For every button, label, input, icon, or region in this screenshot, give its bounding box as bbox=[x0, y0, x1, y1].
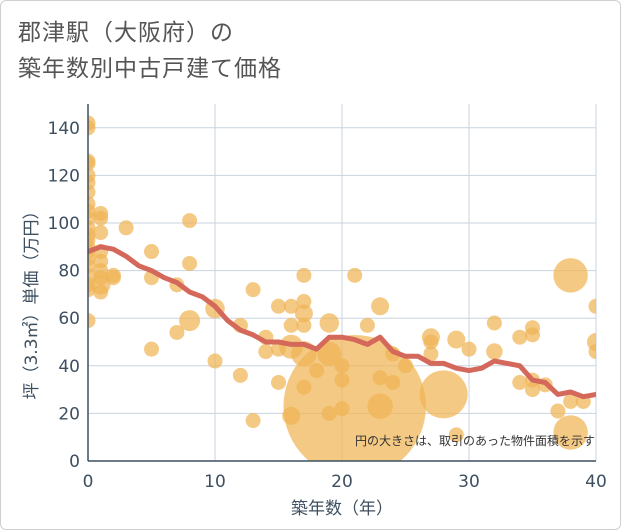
data-point bbox=[118, 220, 134, 236]
y-tick-label: 140 bbox=[48, 119, 80, 139]
data-point bbox=[512, 374, 528, 390]
x-tick-label: 40 bbox=[585, 472, 607, 492]
y-tick-label: 100 bbox=[48, 214, 80, 234]
data-point bbox=[245, 413, 261, 429]
data-point bbox=[207, 353, 223, 369]
y-axis-title: 坪（3.3㎡）単価（万円） bbox=[22, 202, 42, 399]
trend-layer bbox=[88, 244, 596, 400]
data-point bbox=[553, 415, 588, 450]
x-axis-title: 築年数（年） bbox=[291, 499, 393, 519]
size-note: 円の大きさは、取引のあった物件面積を示す bbox=[355, 433, 595, 448]
data-point bbox=[367, 393, 393, 420]
data-point bbox=[93, 225, 109, 241]
data-point bbox=[144, 341, 159, 357]
data-point bbox=[294, 304, 313, 323]
data-point bbox=[144, 244, 159, 260]
y-tick-label: 20 bbox=[58, 404, 80, 424]
data-point bbox=[461, 341, 477, 357]
data-point bbox=[88, 313, 96, 329]
data-point bbox=[271, 374, 286, 390]
data-point bbox=[271, 298, 286, 314]
data-point bbox=[588, 344, 596, 360]
data-point bbox=[182, 213, 198, 229]
data-point bbox=[423, 334, 439, 350]
data-point bbox=[398, 358, 413, 374]
data-point bbox=[105, 270, 121, 286]
data-point bbox=[512, 329, 528, 345]
data-point bbox=[319, 313, 340, 333]
data-point bbox=[563, 394, 579, 409]
y-tick-label: 40 bbox=[58, 357, 80, 377]
x-tick-label: 0 bbox=[83, 472, 94, 492]
data-point bbox=[283, 298, 299, 314]
grid bbox=[87, 104, 597, 462]
data-point bbox=[296, 267, 312, 283]
data-point bbox=[93, 284, 109, 300]
data-point bbox=[553, 258, 588, 293]
y-tick-label: 60 bbox=[58, 309, 80, 329]
chart-title-line-1: 郡津駅（大阪府）の bbox=[18, 20, 234, 46]
data-point bbox=[486, 343, 503, 360]
data-point bbox=[232, 367, 248, 383]
data-point bbox=[448, 427, 464, 443]
data-point bbox=[423, 346, 439, 362]
data-point bbox=[419, 370, 468, 419]
y-tick-label: 0 bbox=[69, 452, 80, 472]
data-point bbox=[88, 120, 96, 136]
y-tick-label: 80 bbox=[58, 262, 80, 282]
data-point bbox=[550, 403, 566, 419]
data-point bbox=[525, 382, 540, 398]
data-point bbox=[447, 330, 466, 349]
data-point bbox=[372, 370, 388, 386]
chart-title: 郡津駅（大阪府）の 築年数別中古戸建て価格 bbox=[18, 15, 282, 87]
data-point bbox=[93, 210, 109, 226]
data-point bbox=[283, 317, 299, 333]
data-point bbox=[88, 156, 96, 171]
data-point bbox=[347, 267, 363, 283]
data-point bbox=[179, 310, 201, 332]
data-point bbox=[283, 335, 426, 461]
data-point bbox=[371, 297, 390, 316]
data-point bbox=[525, 327, 540, 343]
bubble-layer bbox=[88, 115, 596, 461]
data-point bbox=[385, 374, 401, 390]
average-price-line bbox=[88, 244, 596, 400]
data-point bbox=[588, 298, 596, 314]
data-point bbox=[182, 255, 198, 271]
axes: 0 20 40 60 80 100 120 140 0 10 20 30 40 bbox=[48, 104, 607, 492]
data-point bbox=[258, 344, 274, 360]
data-point bbox=[169, 324, 185, 340]
data-point bbox=[245, 282, 261, 298]
data-point bbox=[359, 317, 375, 333]
data-point bbox=[88, 184, 96, 200]
x-tick-label: 30 bbox=[458, 472, 480, 492]
x-tick-label: 10 bbox=[204, 472, 226, 492]
y-tick-label: 120 bbox=[48, 166, 80, 186]
x-tick-label: 20 bbox=[331, 472, 353, 492]
chart-title-line-2: 築年数別中古戸建て価格 bbox=[18, 56, 282, 82]
data-point bbox=[296, 317, 312, 333]
data-point bbox=[486, 315, 502, 331]
